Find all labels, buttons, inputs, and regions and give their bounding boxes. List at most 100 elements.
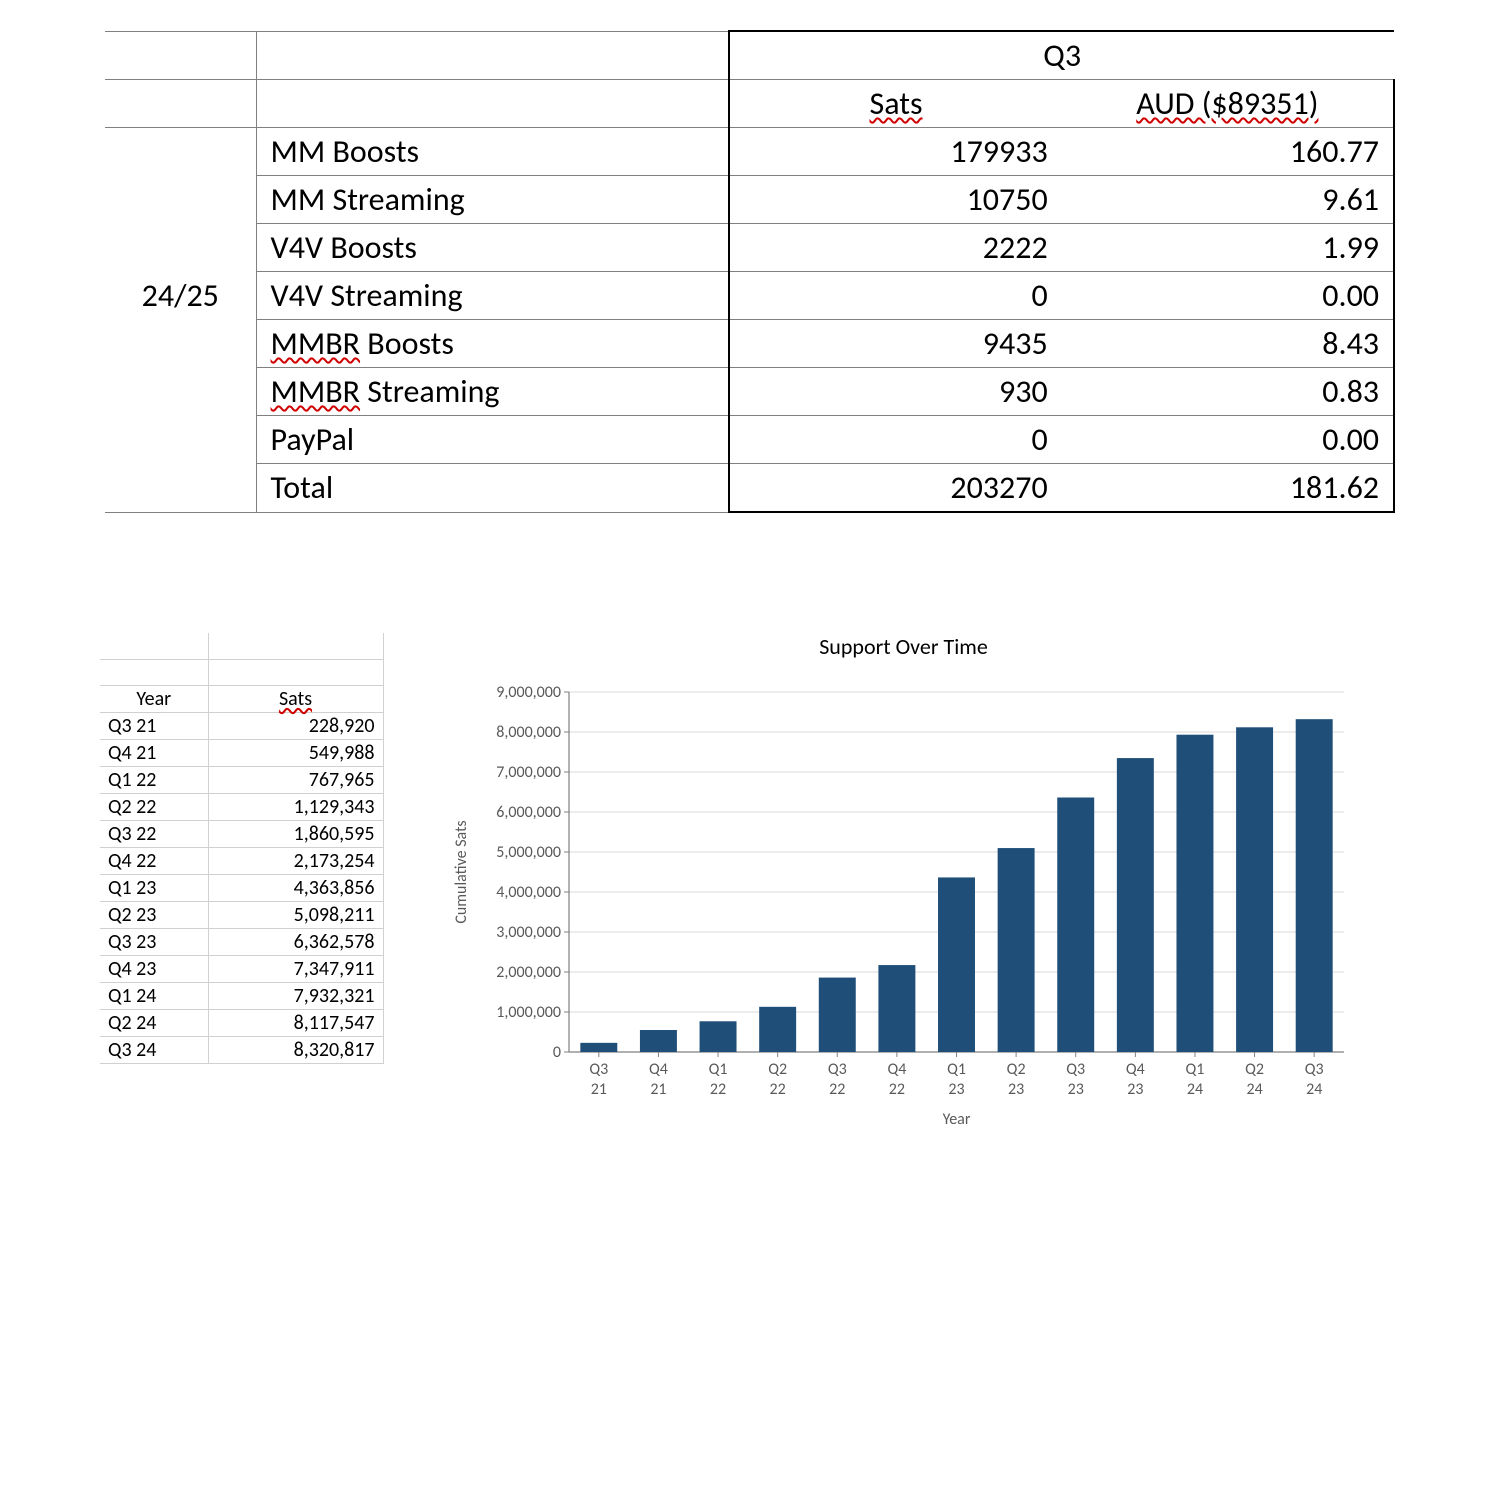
svg-text:8,000,000: 8,000,000	[496, 723, 561, 742]
total-aud: 181.62	[1062, 464, 1394, 513]
svg-text:22: 22	[829, 1080, 845, 1099]
row-label: MM Streaming	[256, 176, 729, 224]
svg-text:Q2: Q2	[1245, 1060, 1264, 1079]
svg-text:Q4: Q4	[887, 1060, 906, 1079]
row-aud: 0.00	[1062, 416, 1394, 464]
year-cell: Q1 23	[100, 874, 208, 901]
row-label: MMBR Boosts	[256, 320, 729, 368]
svg-text:22: 22	[769, 1080, 785, 1099]
row-aud: 0.00	[1062, 272, 1394, 320]
svg-text:9,000,000: 9,000,000	[496, 683, 561, 702]
year-col-header: Year	[100, 685, 208, 712]
blank-cell	[256, 80, 729, 128]
svg-text:6,000,000: 6,000,000	[496, 803, 561, 822]
sats-cell: 1,129,343	[208, 793, 383, 820]
row-label: MMBR Streaming	[256, 368, 729, 416]
svg-text:Q3: Q3	[1304, 1060, 1323, 1079]
row-aud: 9.61	[1062, 176, 1394, 224]
chart-title: Support Over Time	[444, 633, 1364, 660]
svg-text:24: 24	[1186, 1080, 1202, 1099]
svg-text:Q1: Q1	[708, 1060, 727, 1079]
svg-text:23: 23	[1127, 1080, 1143, 1099]
svg-text:23: 23	[1067, 1080, 1083, 1099]
svg-text:Q1: Q1	[947, 1060, 966, 1079]
period-label: 24/25	[105, 128, 256, 464]
revenue-summary-table: Q3 Sats AUD ($89351) 24/25MM Boosts17993…	[105, 30, 1395, 513]
sats-cell: 5,098,211	[208, 901, 383, 928]
svg-text:0: 0	[552, 1043, 560, 1062]
svg-text:Q4: Q4	[648, 1060, 667, 1079]
svg-text:23: 23	[948, 1080, 964, 1099]
svg-text:23: 23	[1008, 1080, 1024, 1099]
year-cell: Q1 22	[100, 766, 208, 793]
cumulative-sats-table: Year Sats Q3 21228,920Q4 21549,988Q1 227…	[100, 633, 384, 1064]
sats-cell: 8,320,817	[208, 1036, 383, 1063]
year-cell: Q3 21	[100, 712, 208, 739]
svg-text:Q1: Q1	[1185, 1060, 1204, 1079]
row-sats: 0	[729, 416, 1061, 464]
svg-text:Q2: Q2	[1006, 1060, 1025, 1079]
total-sats: 203270	[729, 464, 1061, 513]
sats-cell: 7,347,911	[208, 955, 383, 982]
svg-text:Year: Year	[942, 1110, 970, 1129]
row-label: MM Boosts	[256, 128, 729, 176]
row-label: PayPal	[256, 416, 729, 464]
sats-cell: 1,860,595	[208, 820, 383, 847]
sats-cell: 4,363,856	[208, 874, 383, 901]
svg-text:4,000,000: 4,000,000	[496, 883, 561, 902]
year-cell: Q1 24	[100, 982, 208, 1009]
support-over-time-chart: Support Over Time 0 1,000,000 2,000,000 3,0…	[444, 633, 1364, 1157]
bar-chart-svg: 0 1,000,000 2,000,000 3,000,000 4,000,000 5,0…	[444, 672, 1364, 1152]
svg-text:Q3: Q3	[589, 1060, 608, 1079]
row-sats: 2222	[729, 224, 1061, 272]
year-cell: Q3 22	[100, 820, 208, 847]
svg-text:5,000,000: 5,000,000	[496, 843, 561, 862]
col-header-aud: AUD ($89351)	[1062, 80, 1394, 128]
col-header-sats: Sats	[729, 80, 1061, 128]
year-cell: Q2 24	[100, 1009, 208, 1036]
blank-cell	[256, 31, 729, 80]
year-cell: Q4 23	[100, 955, 208, 982]
row-label: V4V Streaming	[256, 272, 729, 320]
svg-text:Q3: Q3	[1066, 1060, 1085, 1079]
sats-cell: 549,988	[208, 739, 383, 766]
svg-text:Q3: Q3	[827, 1060, 846, 1079]
blank-cell	[105, 464, 256, 513]
svg-text:1,000,000: 1,000,000	[496, 1003, 561, 1022]
sats-cell: 228,920	[208, 712, 383, 739]
svg-text:24: 24	[1306, 1080, 1322, 1099]
svg-text:Cumulative Sats: Cumulative Sats	[452, 820, 471, 923]
sats-cell: 7,932,321	[208, 982, 383, 1009]
row-aud: 1.99	[1062, 224, 1394, 272]
year-cell: Q2 23	[100, 901, 208, 928]
svg-text:7,000,000: 7,000,000	[496, 763, 561, 782]
year-cell: Q3 24	[100, 1036, 208, 1063]
sats-cell: 2,173,254	[208, 847, 383, 874]
year-cell: Q4 21	[100, 739, 208, 766]
row-label: V4V Boosts	[256, 224, 729, 272]
row-sats: 0	[729, 272, 1061, 320]
blank-cell	[105, 80, 256, 128]
svg-text:21: 21	[590, 1080, 606, 1099]
row-aud: 160.77	[1062, 128, 1394, 176]
sats-col-header: Sats	[208, 685, 383, 712]
year-cell: Q3 23	[100, 928, 208, 955]
svg-text:Q4: Q4	[1125, 1060, 1144, 1079]
blank-cell	[105, 31, 256, 80]
row-sats: 9435	[729, 320, 1061, 368]
quarter-header: Q3	[729, 31, 1394, 80]
row-sats: 10750	[729, 176, 1061, 224]
svg-text:24: 24	[1246, 1080, 1262, 1099]
sats-cell: 6,362,578	[208, 928, 383, 955]
total-label: Total	[256, 464, 729, 513]
year-cell: Q2 22	[100, 793, 208, 820]
svg-text:2,000,000: 2,000,000	[496, 963, 561, 982]
svg-text:Q2: Q2	[768, 1060, 787, 1079]
sats-cell: 767,965	[208, 766, 383, 793]
svg-text:21: 21	[650, 1080, 666, 1099]
svg-text:22: 22	[888, 1080, 904, 1099]
row-sats: 930	[729, 368, 1061, 416]
svg-text:22: 22	[709, 1080, 725, 1099]
row-aud: 0.83	[1062, 368, 1394, 416]
svg-text:3,000,000: 3,000,000	[496, 923, 561, 942]
